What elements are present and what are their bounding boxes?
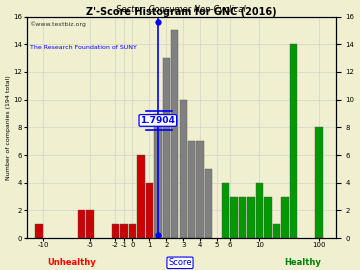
Text: The Research Foundation of SUNY: The Research Foundation of SUNY	[30, 45, 136, 50]
Bar	[290, 44, 297, 238]
Bar	[78, 210, 85, 238]
Bar	[120, 224, 128, 238]
Text: Sector: Consumer Non-Cyclical: Sector: Consumer Non-Cyclical	[116, 5, 246, 14]
Bar	[112, 224, 119, 238]
Bar	[180, 100, 187, 238]
Bar	[264, 197, 272, 238]
Text: Score: Score	[168, 258, 192, 267]
Bar	[315, 127, 323, 238]
Bar	[222, 183, 229, 238]
Bar	[230, 197, 238, 238]
Bar	[205, 169, 212, 238]
Bar	[188, 141, 195, 238]
Bar	[129, 224, 136, 238]
Bar	[281, 197, 289, 238]
Bar	[86, 210, 94, 238]
Y-axis label: Number of companies (194 total): Number of companies (194 total)	[5, 75, 10, 180]
Text: 1.7904: 1.7904	[140, 116, 175, 125]
Bar	[145, 183, 153, 238]
Bar	[171, 31, 179, 238]
Bar	[256, 183, 263, 238]
Text: ©www.textbiz.org: ©www.textbiz.org	[30, 21, 86, 27]
Bar	[154, 113, 162, 238]
Text: Unhealthy: Unhealthy	[48, 258, 96, 267]
Title: Z'-Score Histogram for GNC (2016): Z'-Score Histogram for GNC (2016)	[86, 7, 276, 17]
Bar	[137, 155, 145, 238]
Bar	[163, 58, 170, 238]
Bar	[197, 141, 204, 238]
Bar	[239, 197, 246, 238]
Bar	[36, 224, 43, 238]
Bar	[247, 197, 255, 238]
Bar	[273, 224, 280, 238]
Text: Healthy: Healthy	[284, 258, 321, 267]
